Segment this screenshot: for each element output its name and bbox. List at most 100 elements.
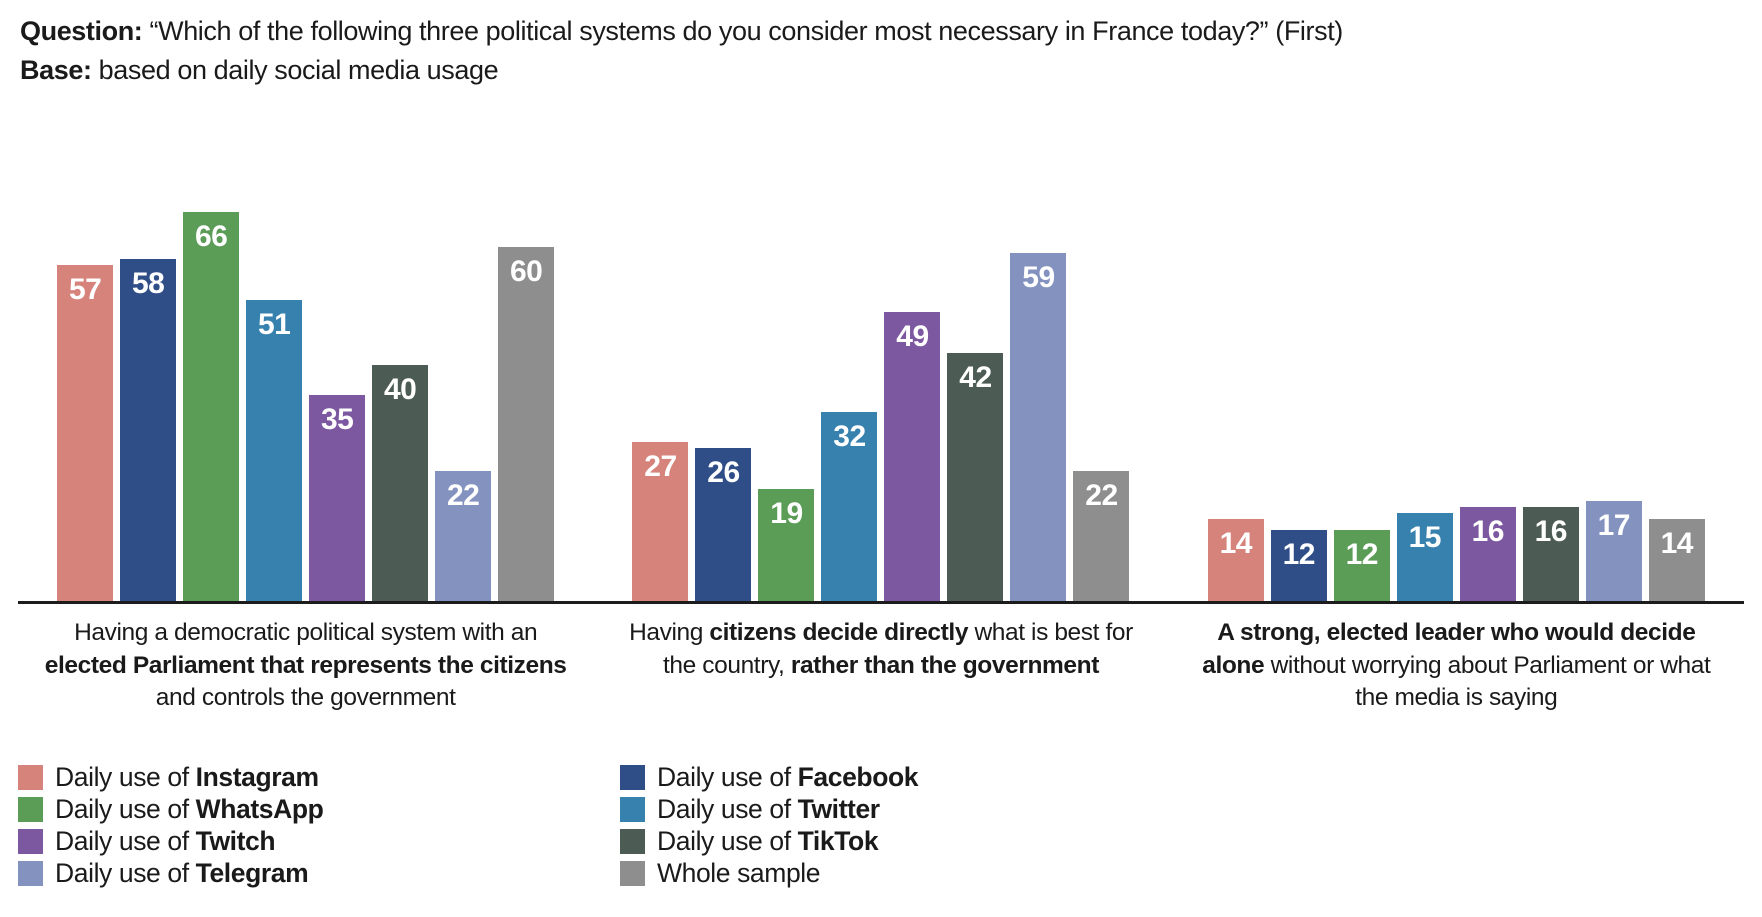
legend-label-name: Instagram [195, 762, 319, 793]
question-label: Question: [20, 16, 143, 46]
bar-value-label: 12 [1345, 538, 1379, 572]
legend-label-prefix: Daily use of [55, 858, 196, 889]
category-label-segment: the media is saying [1355, 684, 1558, 712]
legend-label-telegram: Daily use of Telegram [55, 858, 309, 889]
category-label-segment: without worrying about Parliament or wha… [1264, 651, 1711, 679]
bar-group-2: 27 26 19 32 49 42 59 22 [593, 188, 1168, 602]
bar-value-label: 66 [194, 219, 228, 253]
bar-value-label: 51 [257, 308, 291, 342]
legend-label-name: Whole sample [657, 858, 821, 889]
category-label-2: Having citizens decide directly what is … [593, 617, 1168, 715]
bar-whole-sample-group3: 14 [1648, 518, 1705, 602]
base-text: based on daily social media usage [98, 55, 499, 86]
base-label: Base: [20, 55, 92, 86]
bar-chart-plot-area: 57 58 66 51 35 40 22 60 27 26 19 32 49 42 59 22 14 12 12 15… [18, 188, 1744, 605]
bar-daily-use-of-whatsapp-group3: 12 [1333, 530, 1390, 602]
bar-daily-use-of-twitch-group2: 49 [884, 312, 941, 602]
legend-swatch-tiktok [620, 829, 645, 855]
legend: Daily use of Instagram Daily use of Whats… [18, 762, 1762, 889]
legend-swatch-telegram [18, 861, 43, 887]
bar-daily-use-of-twitter-group2: 32 [821, 412, 878, 602]
legend-label-twitch: Daily use of Twitch [55, 826, 276, 857]
bar-daily-use-of-facebook-group2: 26 [695, 447, 752, 602]
category-label-segment: what is best for [968, 619, 1133, 647]
category-label-segment: alone [1202, 651, 1265, 679]
category-label-segment: and controls the government [155, 684, 456, 712]
legend-item-twitter: Daily use of Twitter [620, 794, 918, 825]
bar-value-label: 17 [1597, 508, 1631, 542]
chart-header: Question: “Which of the following three … [0, 0, 1762, 90]
legend-item-whole-sample: Whole sample [620, 858, 918, 889]
category-labels-row: Having a democratic political system wit… [18, 617, 1744, 715]
bar-value-label: 22 [446, 479, 480, 513]
bar-value-label: 14 [1219, 526, 1253, 560]
bar-daily-use-of-tiktok-group1: 40 [372, 365, 429, 602]
bar-daily-use-of-telegram-group2: 59 [1010, 253, 1067, 602]
bar-value-label: 59 [1022, 261, 1055, 295]
bar-value-label: 40 [383, 373, 417, 407]
bar-value-label: 12 [1282, 538, 1316, 572]
legend-label-name: Twitter [797, 794, 881, 825]
bar-whole-sample-group2: 22 [1073, 471, 1130, 602]
bar-value-label: 14 [1660, 526, 1694, 560]
bar-value-label: 22 [1085, 479, 1118, 513]
bar-value-label: 27 [644, 449, 677, 483]
bar-daily-use-of-twitter-group1: 51 [246, 300, 303, 602]
legend-item-instagram: Daily use of Instagram [18, 762, 620, 793]
bar-daily-use-of-tiktok-group2: 42 [947, 353, 1004, 602]
bar-daily-use-of-facebook-group3: 12 [1270, 530, 1327, 602]
legend-swatch-twitch [18, 829, 43, 855]
bar-group-3: 14 12 12 15 16 16 17 14 [1169, 188, 1744, 602]
bar-value-label: 58 [131, 267, 165, 301]
category-label-segment: rather than the government [790, 651, 1100, 679]
bar-value-label: 35 [320, 402, 354, 436]
bar-value-label: 16 [1534, 514, 1568, 548]
bar-value-label: 26 [707, 455, 740, 489]
legend-label-prefix: Daily use of [55, 826, 196, 857]
category-label-1: Having a democratic political system wit… [18, 617, 593, 715]
legend-label-name: Telegram [195, 858, 309, 889]
legend-label-name: Facebook [797, 762, 919, 793]
legend-swatch-whatsapp [18, 797, 43, 823]
legend-label-name: Twitch [195, 826, 276, 857]
legend-item-twitch: Daily use of Twitch [18, 826, 620, 857]
bar-daily-use-of-twitch-group1: 35 [309, 394, 366, 602]
legend-label-prefix: Daily use of [657, 762, 798, 793]
bar-daily-use-of-facebook-group1: 58 [120, 259, 177, 602]
legend-label-name: WhatsApp [195, 794, 324, 825]
bar-whole-sample-group1: 60 [498, 247, 555, 602]
bar-daily-use-of-instagram-group3: 14 [1207, 518, 1264, 602]
bar-daily-use-of-whatsapp-group2: 19 [758, 489, 815, 602]
legend-label-prefix: Daily use of [657, 826, 798, 857]
question-text: “Which of the following three political … [149, 16, 1344, 46]
bar-group-1: 57 58 66 51 35 40 22 60 [18, 188, 593, 602]
legend-swatch-twitter [620, 797, 645, 823]
bar-daily-use-of-telegram-group3: 17 [1585, 500, 1642, 602]
legend-column-1: Daily use of Instagram Daily use of Whats… [18, 762, 620, 889]
bar-daily-use-of-twitter-group3: 15 [1396, 512, 1453, 602]
legend-label-whatsapp: Daily use of WhatsApp [55, 794, 324, 825]
bar-value-label: 32 [833, 420, 866, 454]
legend-label-prefix: Daily use of [657, 794, 798, 825]
bar-value-label: 42 [959, 361, 992, 395]
legend-item-whatsapp: Daily use of WhatsApp [18, 794, 620, 825]
bar-daily-use-of-instagram-group2: 27 [632, 441, 689, 602]
category-label-segment: the country, [663, 651, 791, 679]
legend-label-name: TikTok [797, 826, 879, 857]
bar-value-label: 57 [68, 272, 102, 306]
category-label-segment: elected Parliament that represents the c… [44, 651, 567, 679]
bar-daily-use-of-whatsapp-group1: 66 [183, 211, 240, 602]
legend-swatch-instagram [18, 765, 43, 791]
bar-daily-use-of-telegram-group1: 22 [435, 471, 492, 602]
legend-column-2: Daily use of Facebook Daily use of Twitte… [620, 762, 919, 889]
question-line: Question: “Which of the following three … [20, 12, 1738, 51]
category-label-segment: Having a democratic political system wit… [74, 619, 538, 647]
legend-label-twitter: Daily use of Twitter [657, 794, 881, 825]
legend-label-facebook: Daily use of Facebook [657, 762, 919, 793]
legend-swatch-facebook [620, 765, 645, 791]
bar-value-label: 60 [509, 255, 543, 289]
base-line: Base: based on daily social media usage [20, 51, 1738, 90]
legend-item-telegram: Daily use of Telegram [18, 858, 620, 889]
bar-value-label: 16 [1471, 514, 1505, 548]
category-label-3: A strong, elected leader who would decid… [1169, 617, 1744, 715]
